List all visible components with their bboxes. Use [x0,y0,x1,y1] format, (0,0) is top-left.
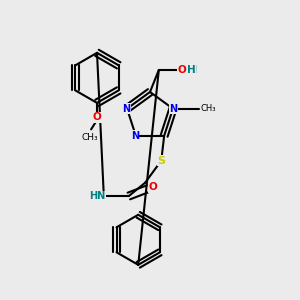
Text: O: O [177,65,186,75]
Text: N: N [131,131,139,141]
Text: O: O [180,65,188,75]
Text: O: O [93,112,101,122]
Text: CH₃: CH₃ [81,133,98,142]
Text: O: O [148,182,157,192]
Text: H: H [188,65,196,75]
Text: CH₃: CH₃ [201,104,216,113]
Text: N: N [122,104,130,114]
Text: H: H [187,65,196,75]
Text: N: N [169,104,178,114]
Text: HN: HN [89,191,105,201]
Text: S: S [157,156,165,166]
